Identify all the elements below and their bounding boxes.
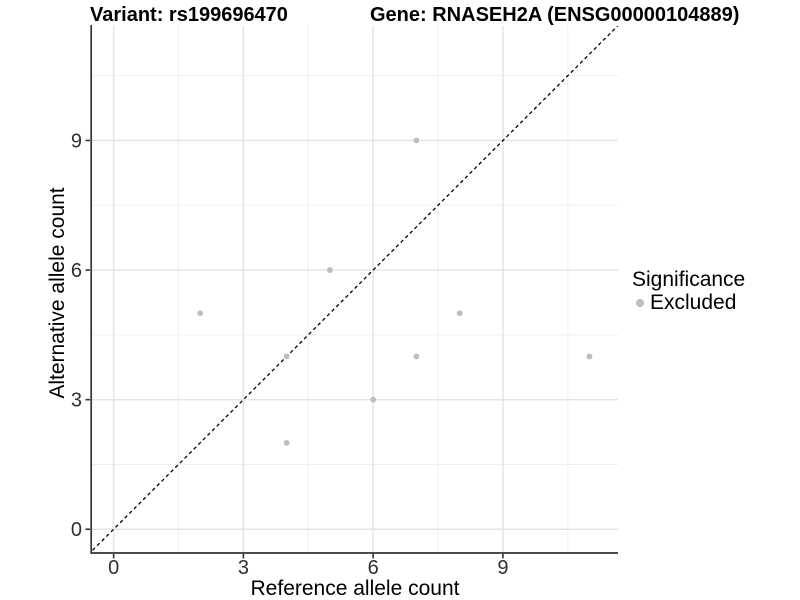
y-axis-title: Alternative allele count <box>46 187 69 399</box>
data-point <box>413 137 420 144</box>
legend: Significance Excluded <box>632 269 745 314</box>
data-point <box>283 439 290 446</box>
gene-title: Gene: RNASEH2A (ENSG00000104889) <box>370 4 740 26</box>
data-point <box>197 310 204 317</box>
data-point <box>370 396 377 403</box>
legend-key-dot-icon <box>636 299 644 307</box>
data-point <box>456 310 463 317</box>
data-point <box>327 267 333 273</box>
legend-entry-label: Excluded <box>650 291 737 314</box>
y-tick-label: 3 <box>71 390 82 412</box>
y-tick-label: 9 <box>71 130 82 152</box>
x-axis-title: Reference allele count <box>250 577 460 600</box>
legend-entry: Excluded <box>632 292 745 314</box>
y-tick-label: 0 <box>71 519 82 541</box>
x-tick-label: 3 <box>238 557 249 579</box>
data-point <box>586 353 593 360</box>
x-tick-label: 6 <box>368 557 379 579</box>
identity-dashed-line <box>92 26 618 552</box>
data-point <box>283 353 290 360</box>
x-tick-label: 0 <box>108 557 119 579</box>
x-tick-label: 9 <box>497 557 508 579</box>
data-point <box>413 353 420 360</box>
variant-title: Variant: rs199696470 <box>90 4 288 26</box>
legend-title: Significance <box>632 268 746 291</box>
y-tick-label: 6 <box>71 260 82 282</box>
